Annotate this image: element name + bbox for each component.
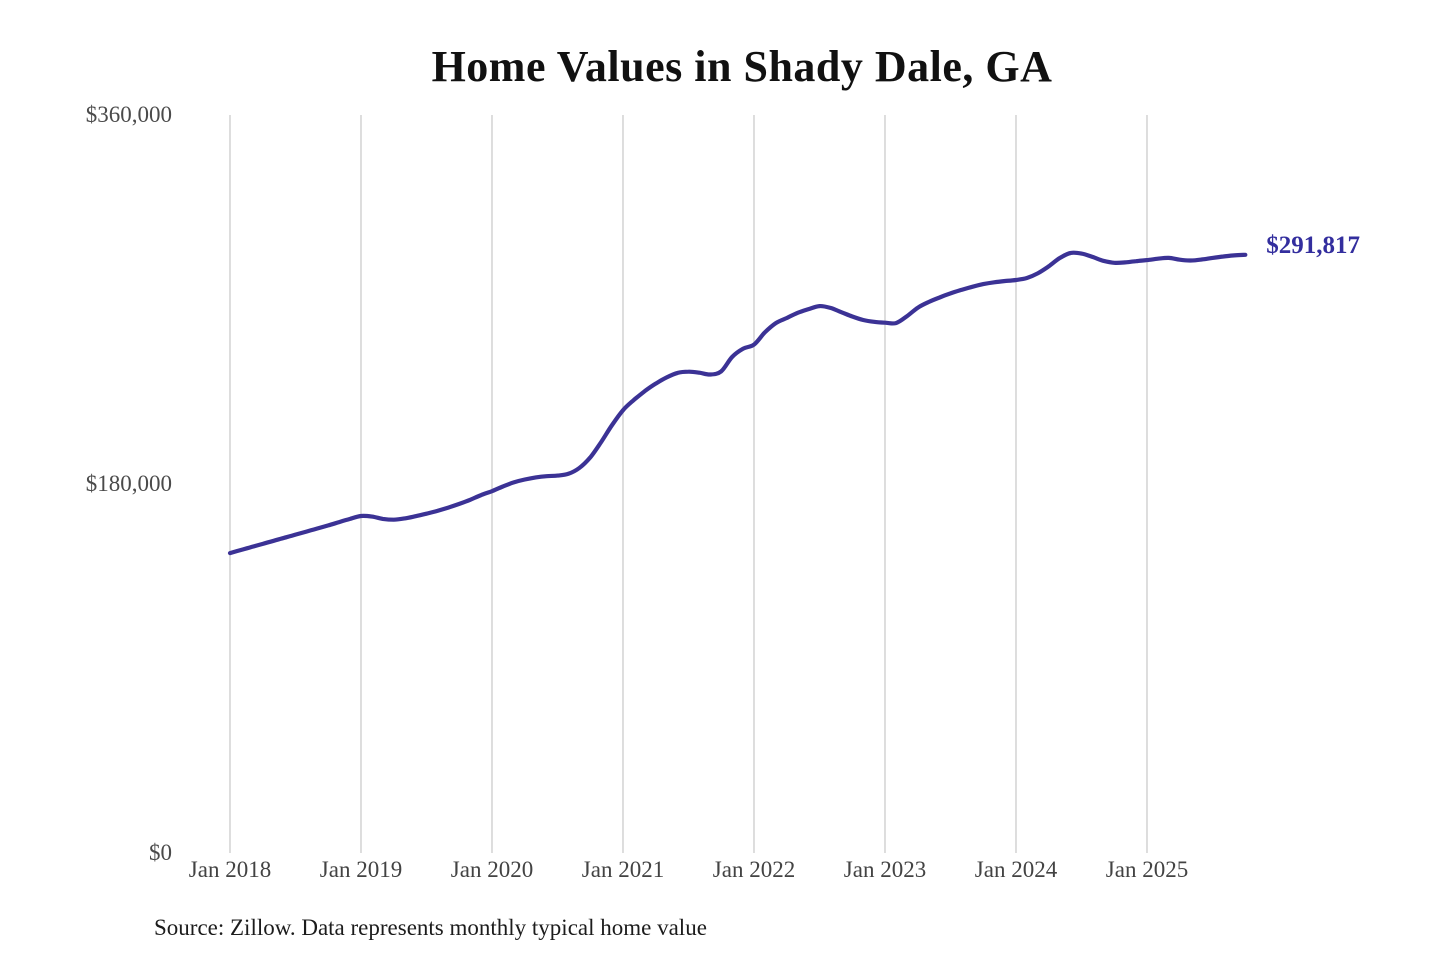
x-tick-label: Jan 2024 [974,857,1058,882]
x-tick-label: Jan 2023 [843,857,927,882]
y-tick-label: $360,000 [85,102,172,127]
x-tick-label: Jan 2019 [319,857,403,882]
x-tick-label: Jan 2020 [450,857,534,882]
x-tick-label: Jan 2025 [1105,857,1189,882]
y-tick-label: $180,000 [85,471,172,496]
x-tick-label: Jan 2022 [712,857,796,882]
source-note: Source: Zillow. Data represents monthly … [154,915,707,940]
y-tick-label: $0 [149,840,172,865]
x-tick-label: Jan 2021 [581,857,665,882]
current-value-label: $291,817 [1266,231,1360,259]
home-value-line [227,250,1248,556]
chart-title: Home Values in Shady Dale, GA [431,42,1053,91]
x-tick-label: Jan 2018 [188,857,272,882]
